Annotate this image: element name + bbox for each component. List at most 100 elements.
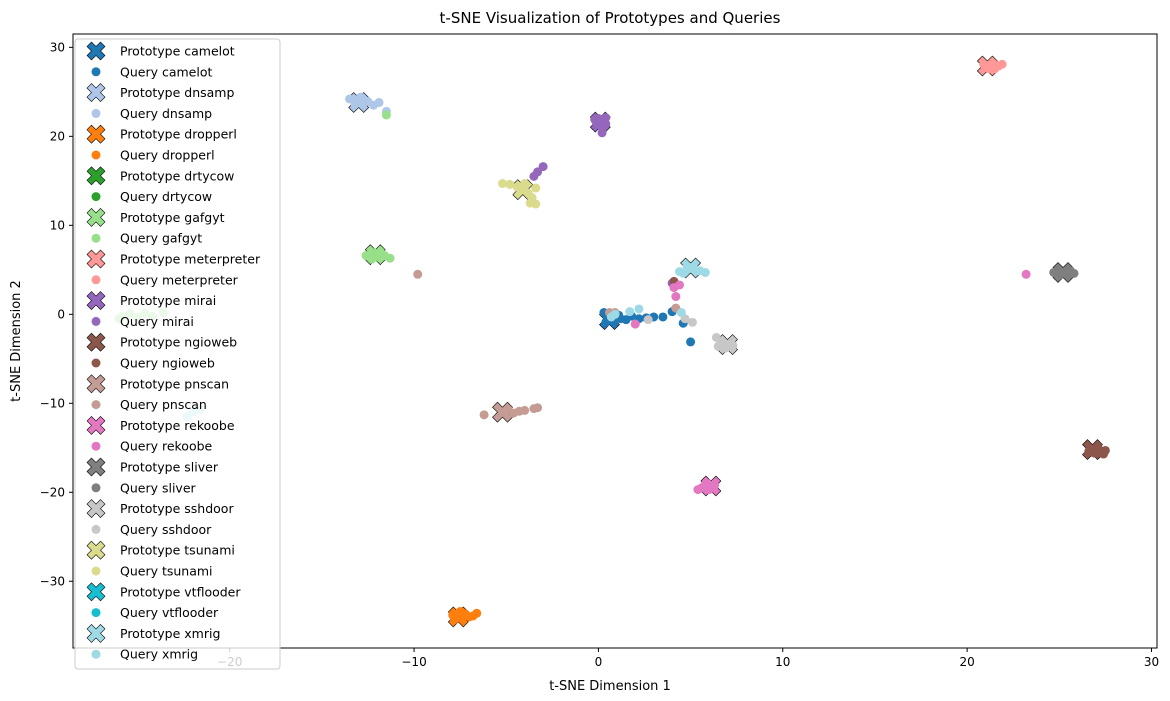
query-point-sshdoor <box>711 332 721 342</box>
query-point-xmrig <box>678 268 688 278</box>
legend-query-marker <box>91 192 101 202</box>
y-tick-label: 10 <box>50 218 65 232</box>
legend-prototype-label: Prototype tsunami <box>120 543 235 558</box>
y-tick-label: 20 <box>50 129 65 143</box>
query-point-dropperl <box>455 607 465 617</box>
legend-prototype-label: Prototype meterpreter <box>120 252 261 267</box>
legend-prototype-label: Prototype drtycow <box>120 168 234 183</box>
legend-prototype-label: Prototype mirai <box>120 293 216 308</box>
legend-query-marker <box>91 608 101 618</box>
query-point-xmrig <box>610 309 620 319</box>
legend-query-marker <box>91 67 101 77</box>
legend-prototype-label: Prototype dropperl <box>120 127 237 142</box>
legend-prototype-label: Prototype gafgyt <box>120 210 225 225</box>
query-point-ngioweb <box>1084 446 1094 456</box>
query-point-pnscan <box>413 269 423 279</box>
x-tick-label: −10 <box>401 655 426 669</box>
legend-query-label: Query sshdoor <box>120 522 212 537</box>
query-point-tsunami <box>520 178 530 188</box>
plot-area <box>114 55 1110 628</box>
query-point-sshdoor <box>728 340 738 350</box>
legend-prototype-label: Prototype dnsamp <box>120 85 234 100</box>
legend-query-label: Query camelot <box>120 64 212 79</box>
y-tick-label: −30 <box>40 574 65 588</box>
legend-prototype-marker <box>86 41 106 61</box>
query-point-mirai <box>538 162 548 172</box>
y-axis: −30 −20 −10 0 10 20 30 <box>40 40 73 588</box>
legend-box <box>74 38 281 670</box>
query-point-sshdoor <box>687 317 697 327</box>
x-tick-label: 0 <box>595 655 603 669</box>
legend-prototype-marker <box>86 166 106 186</box>
chart-title: t-SNE Visualization of Prototypes and Qu… <box>440 9 781 27</box>
legend-query-marker <box>91 483 101 493</box>
query-point-mirai <box>597 128 607 138</box>
query-point-pnscan <box>520 405 530 415</box>
y-axis-label: t-SNE Dimension 2 <box>9 280 24 402</box>
legend-query-label: Query dropperl <box>120 148 215 163</box>
legend-prototype-marker <box>86 415 106 435</box>
query-point-rekoobe <box>1021 269 1031 279</box>
query-point-tsunami <box>512 182 522 192</box>
query-point-gafgyt <box>376 248 386 258</box>
legend-query-label: Query rekoobe <box>120 439 213 454</box>
query-point-pnscan <box>479 410 489 420</box>
legend-prototype-marker <box>86 83 106 103</box>
legend-prototype-label: Prototype pnscan <box>120 376 229 391</box>
legend-query-marker <box>91 441 101 451</box>
query-point-gafgyt <box>381 110 391 120</box>
y-tick-label: −10 <box>40 396 65 410</box>
query-point-mirai <box>590 114 600 124</box>
legend-query-label: Query gafgyt <box>120 231 202 246</box>
query-point-tsunami <box>498 178 508 188</box>
query-point-sshdoor <box>713 341 723 351</box>
query-point-rekoobe <box>702 478 712 488</box>
legend-prototype-label: Prototype sliver <box>120 460 219 475</box>
legend-prototype-label: Prototype camelot <box>120 44 235 59</box>
query-point-pnscan <box>533 403 543 413</box>
query-point-sshdoor <box>643 315 653 325</box>
legend-prototype-marker <box>86 582 106 602</box>
y-tick-label: −20 <box>40 485 65 499</box>
x-tick-label: 20 <box>959 655 974 669</box>
query-point-mirai <box>601 113 611 123</box>
legend-query-label: Query ngioweb <box>120 356 215 371</box>
legend-query-label: Query meterpreter <box>120 272 239 287</box>
query-point-gafgyt <box>385 253 395 263</box>
legend-query-label: Query mirai <box>120 314 194 329</box>
query-point-tsunami <box>531 199 541 209</box>
query-point-sliver <box>1049 267 1059 277</box>
query-point-rekoobe <box>675 280 685 290</box>
legend-query-marker <box>91 358 101 368</box>
query-point-tsunami <box>505 179 515 189</box>
legend-prototype-marker <box>86 249 106 269</box>
legend-prototype-label: Prototype ngioweb <box>120 335 237 350</box>
query-point-ngioweb <box>1093 443 1103 453</box>
legend-query-label: Query dnsamp <box>120 106 212 121</box>
query-point-rekoobe <box>630 319 640 329</box>
legend: Prototype camelot Query camelot Prototype … <box>74 38 281 670</box>
query-point-rekoobe <box>710 480 720 490</box>
legend-query-label: Query pnscan <box>120 397 207 412</box>
query-point-camelot <box>601 317 611 327</box>
legend-query-label: Query drtycow <box>120 189 212 204</box>
query-point-xmrig <box>682 261 692 271</box>
legend-prototype-marker <box>86 124 106 144</box>
query-point-ngioweb <box>1099 449 1109 459</box>
query-point-mirai <box>529 171 539 181</box>
query-point-gafgyt <box>367 254 377 264</box>
legend-query-marker <box>91 108 101 118</box>
legend-prototype-marker <box>86 457 106 477</box>
legend-prototype-marker <box>86 623 106 643</box>
x-tick-label: 30 <box>1144 655 1159 669</box>
y-tick-label: 30 <box>50 40 65 54</box>
query-point-dnsamp <box>345 94 355 104</box>
legend-prototype-marker <box>86 291 106 311</box>
legend-query-marker <box>91 400 101 410</box>
query-point-sliver <box>1069 268 1079 278</box>
x-axis-label: t-SNE Dimension 1 <box>549 679 671 694</box>
query-point-dnsamp <box>350 99 360 109</box>
query-point-rekoobe <box>693 485 703 495</box>
